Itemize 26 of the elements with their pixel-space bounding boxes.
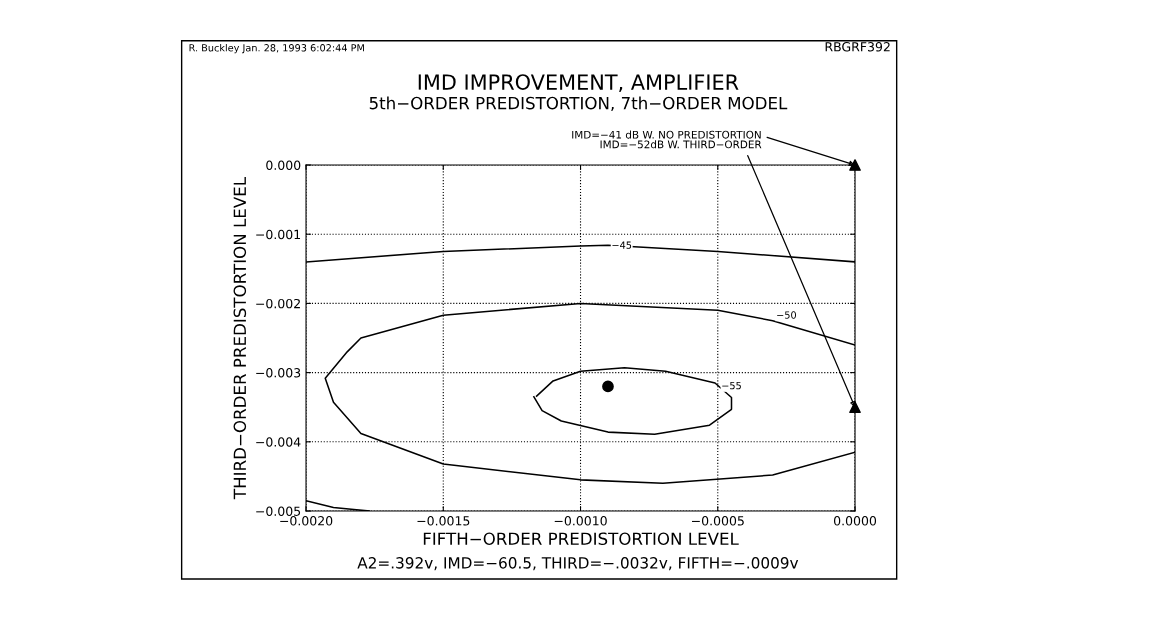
x-tick-label: −0.0020 (280, 516, 333, 526)
y-axis-title: THIRD−ORDER PREDISTORTION LEVEL (233, 177, 247, 500)
point (849, 159, 861, 171)
annotation: IMD=−52dB W. THIRD−ORDER (600, 140, 762, 149)
annotation: −55 (722, 382, 741, 390)
y-tick-label: 0.000 (266, 160, 301, 170)
x-tick-label: −0.0015 (417, 516, 470, 526)
y-tick-label: −0.003 (256, 368, 301, 378)
text: A2=.392v, IMD=−60.5, THIRD=−.0032v, FIFTH=−.0009v (357, 557, 799, 571)
x-tick-label: −0.0010 (554, 516, 607, 526)
y-tick-label: −0.005 (256, 506, 301, 516)
x-tick-label: 0.0000 (833, 516, 877, 526)
text: RBGRF392 (825, 42, 890, 52)
chart-title: IMD IMPROVEMENT, AMPLIFIER (418, 74, 739, 93)
annotation: −45 (612, 241, 632, 249)
x-tick-label: −0.0005 (691, 516, 744, 526)
text: R. Buckley Jan. 28, 1993 6:02:44 PM (189, 43, 364, 54)
point (849, 401, 861, 414)
chart-subtitle: 5th−ORDER PREDISTORTION, 7th−ORDER MODEL (369, 96, 788, 112)
x-axis-title: FIFTH−ORDER PREDISTORTION LEVEL (423, 532, 739, 546)
y-tick-label: −0.001 (256, 229, 301, 240)
point (602, 380, 614, 393)
y-tick-label: −0.004 (256, 437, 301, 447)
annotation: IMD=−41 dB W. NO PREDISTORTION (572, 130, 761, 139)
annotation: −50 (777, 311, 797, 319)
y-tick-label: −0.002 (256, 298, 300, 309)
